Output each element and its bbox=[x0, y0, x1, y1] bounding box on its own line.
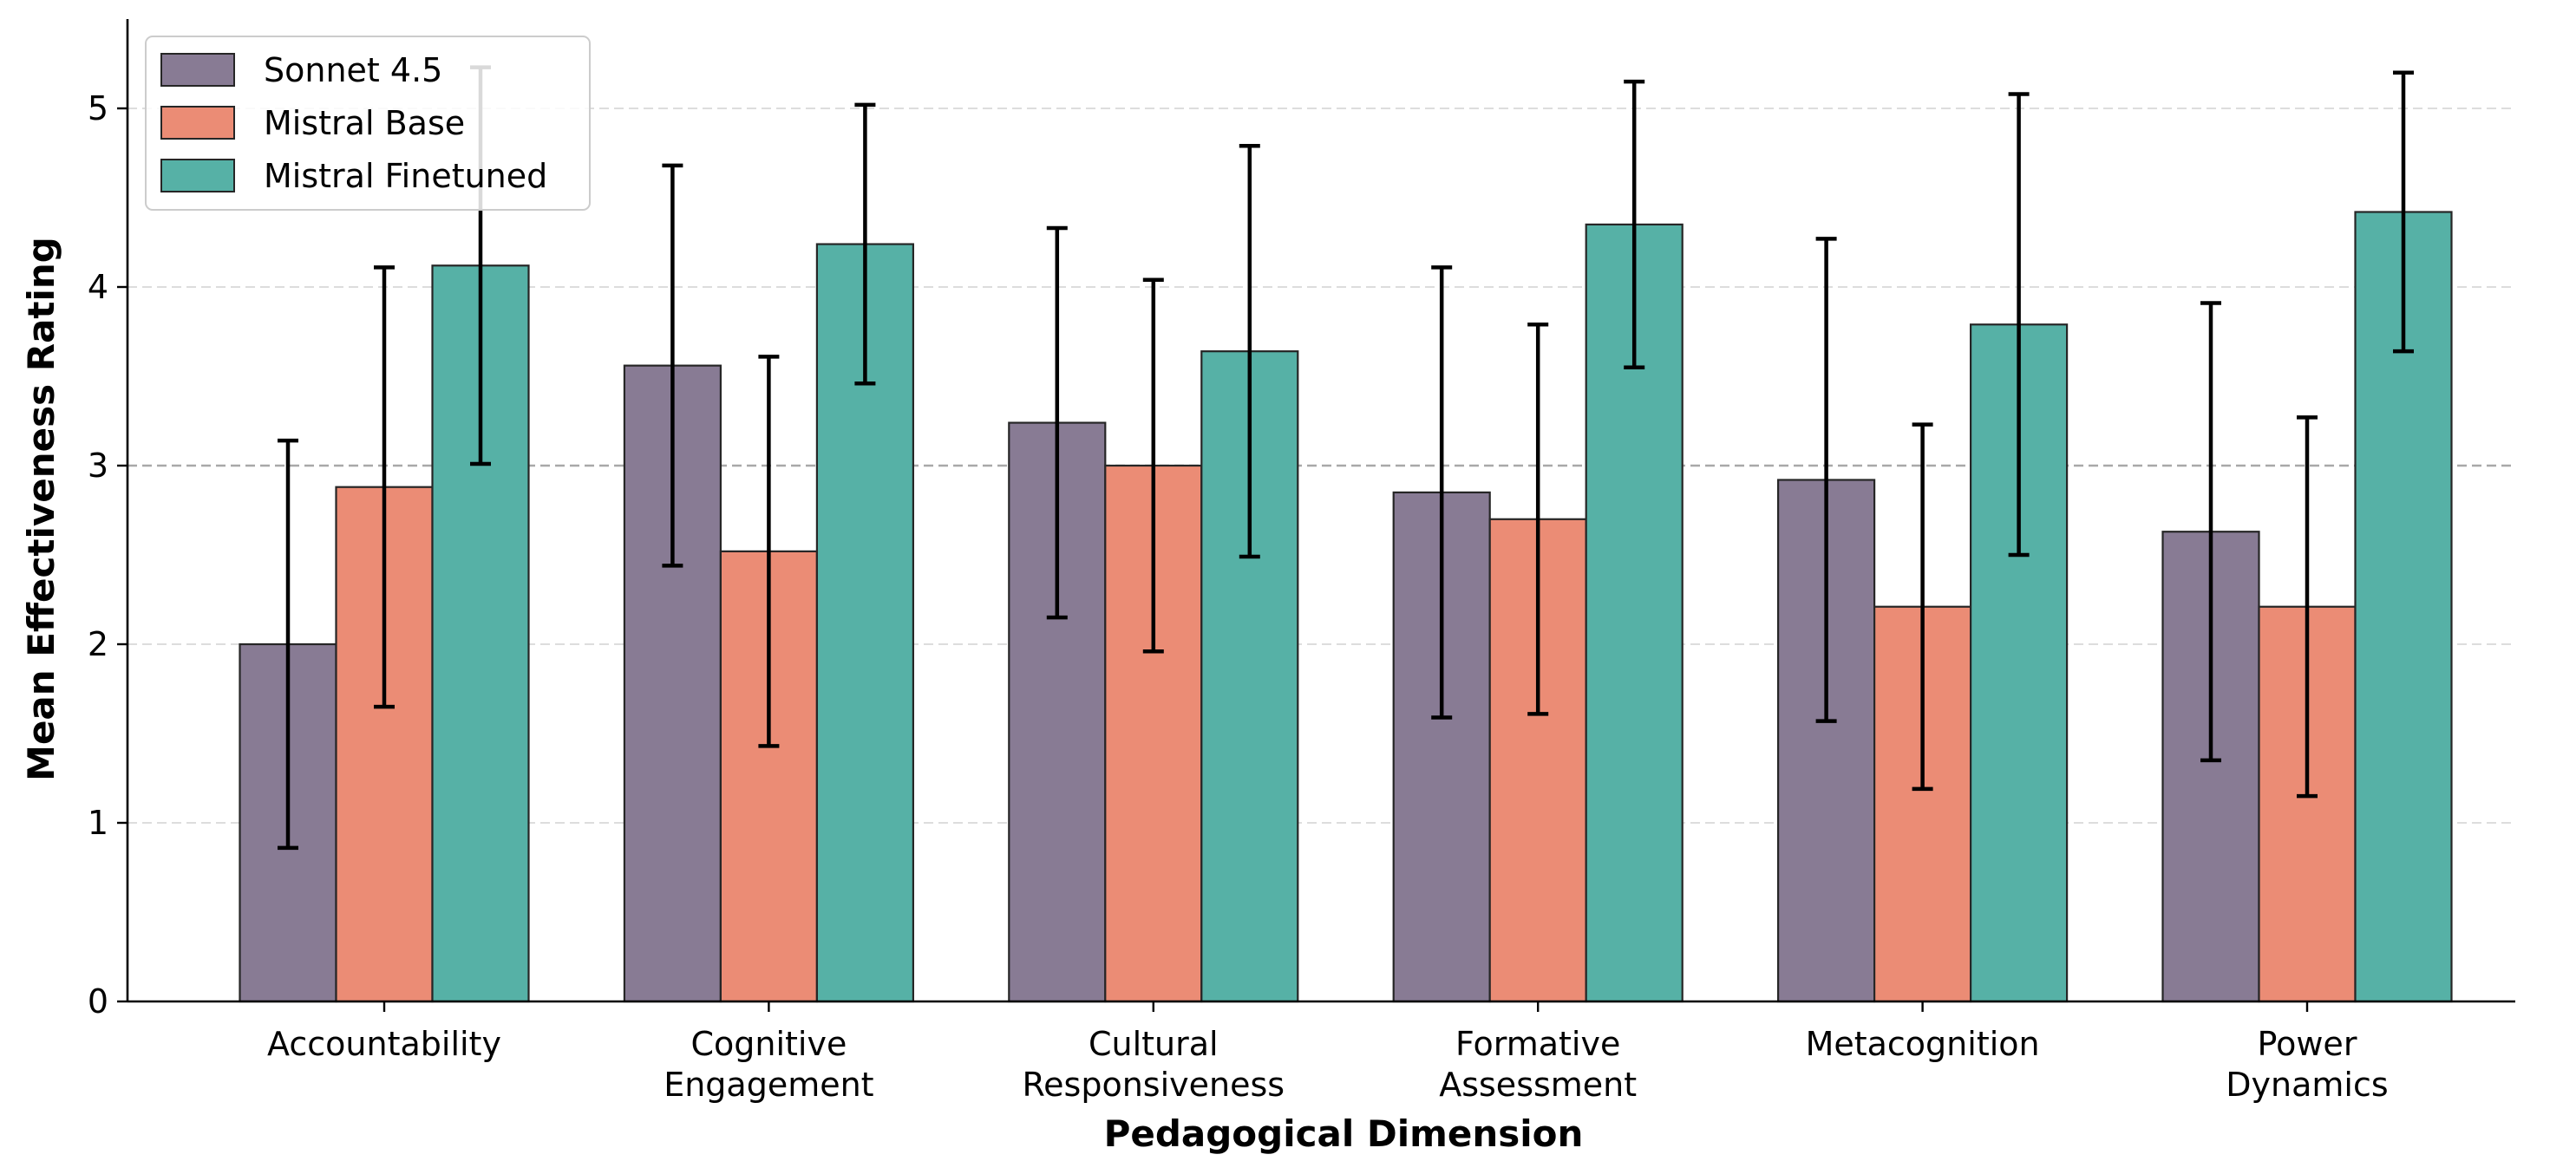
y-tick-label: 5 bbox=[88, 89, 108, 127]
y-tick-label: 4 bbox=[88, 268, 108, 306]
x-tick-label: Metacognition bbox=[1806, 1025, 2040, 1063]
legend-label: Sonnet 4.5 bbox=[264, 51, 442, 89]
x-tick-label-line: Cognitive bbox=[690, 1025, 847, 1063]
legend-swatch bbox=[160, 159, 235, 192]
x-tick-label-line: Cultural bbox=[1089, 1025, 1219, 1063]
legend-label: Mistral Base bbox=[264, 104, 465, 142]
legend: Sonnet 4.5 Mistral Base Mistral Finetuned bbox=[145, 36, 591, 211]
legend-label: Mistral Finetuned bbox=[264, 157, 547, 195]
y-tick-label: 2 bbox=[88, 625, 108, 663]
x-axis-title: Pedagogical Dimension bbox=[1104, 1112, 1584, 1155]
legend-swatch bbox=[160, 53, 235, 87]
bars-layer bbox=[239, 211, 2453, 1003]
x-tick-label-line: Responsiveness bbox=[1022, 1066, 1285, 1104]
x-tick-label-line: Power bbox=[2258, 1025, 2357, 1063]
legend-swatch bbox=[160, 106, 235, 140]
y-tick-label: 0 bbox=[88, 982, 108, 1021]
y-tick-label: 1 bbox=[88, 804, 108, 842]
x-tick-label: Cultural Responsiveness bbox=[1022, 1025, 1285, 1104]
legend-frame bbox=[145, 36, 591, 211]
x-tick-label-line: Engagement bbox=[664, 1066, 873, 1104]
x-tick-label: Power Dynamics bbox=[2226, 1025, 2388, 1104]
y-axis-title: Mean Effectiveness Rating bbox=[20, 237, 62, 781]
x-tick-label-line: Metacognition bbox=[1806, 1025, 2040, 1063]
x-tick-label-line: Accountability bbox=[267, 1025, 501, 1063]
x-tick-label: Accountability bbox=[267, 1025, 501, 1063]
x-tick-label-line: Dynamics bbox=[2226, 1066, 2388, 1104]
y-tick-label: 3 bbox=[88, 447, 108, 485]
x-tick-label: Cognitive Engagement bbox=[664, 1025, 873, 1104]
x-tick-label: Formative Assessment bbox=[1439, 1025, 1637, 1104]
x-tick-label-line: Formative bbox=[1455, 1025, 1620, 1063]
x-tick-label-line: Assessment bbox=[1439, 1066, 1637, 1104]
error-bars-layer bbox=[278, 65, 2414, 851]
